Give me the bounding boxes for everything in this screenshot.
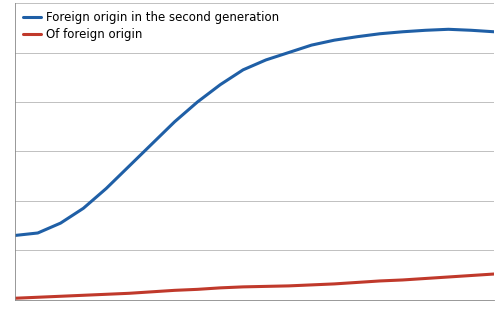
Of foreign origin [195, 287, 201, 291]
Of foreign origin [57, 294, 63, 298]
Foreign origin in the second generation [35, 231, 41, 235]
Of foreign origin [263, 285, 269, 288]
Foreign origin in the second generation [195, 100, 201, 104]
Of foreign origin [149, 290, 155, 294]
Foreign origin in the second generation [263, 58, 269, 62]
Foreign origin in the second generation [446, 28, 452, 31]
Legend: Foreign origin in the second generation, Of foreign origin: Foreign origin in the second generation,… [21, 9, 281, 43]
Of foreign origin [286, 284, 292, 288]
Foreign origin in the second generation [12, 234, 18, 237]
Foreign origin in the second generation [57, 221, 63, 225]
Foreign origin in the second generation [80, 206, 86, 210]
Of foreign origin [35, 295, 41, 299]
Of foreign origin [80, 294, 86, 297]
Of foreign origin [308, 283, 314, 287]
Foreign origin in the second generation [400, 30, 406, 34]
Of foreign origin [12, 296, 18, 300]
Foreign origin in the second generation [217, 83, 223, 87]
Foreign origin in the second generation [308, 43, 314, 47]
Of foreign origin [103, 292, 109, 296]
Of foreign origin [354, 281, 360, 284]
Of foreign origin [423, 277, 429, 280]
Of foreign origin [217, 286, 223, 290]
Foreign origin in the second generation [377, 32, 383, 36]
Foreign origin in the second generation [126, 164, 132, 168]
Of foreign origin [446, 275, 452, 279]
Of foreign origin [331, 282, 337, 286]
Foreign origin in the second generation [240, 68, 246, 72]
Of foreign origin [172, 289, 178, 292]
Line: Foreign origin in the second generation: Foreign origin in the second generation [15, 29, 494, 235]
Of foreign origin [377, 279, 383, 283]
Foreign origin in the second generation [331, 38, 337, 42]
Foreign origin in the second generation [149, 142, 155, 146]
Foreign origin in the second generation [491, 30, 497, 34]
Of foreign origin [126, 291, 132, 295]
Foreign origin in the second generation [172, 120, 178, 124]
Line: Of foreign origin: Of foreign origin [15, 274, 494, 298]
Of foreign origin [240, 285, 246, 289]
Of foreign origin [491, 272, 497, 276]
Foreign origin in the second generation [286, 51, 292, 54]
Foreign origin in the second generation [103, 187, 109, 190]
Of foreign origin [468, 274, 474, 277]
Foreign origin in the second generation [423, 28, 429, 32]
Foreign origin in the second generation [468, 28, 474, 32]
Foreign origin in the second generation [354, 35, 360, 39]
Of foreign origin [400, 278, 406, 282]
